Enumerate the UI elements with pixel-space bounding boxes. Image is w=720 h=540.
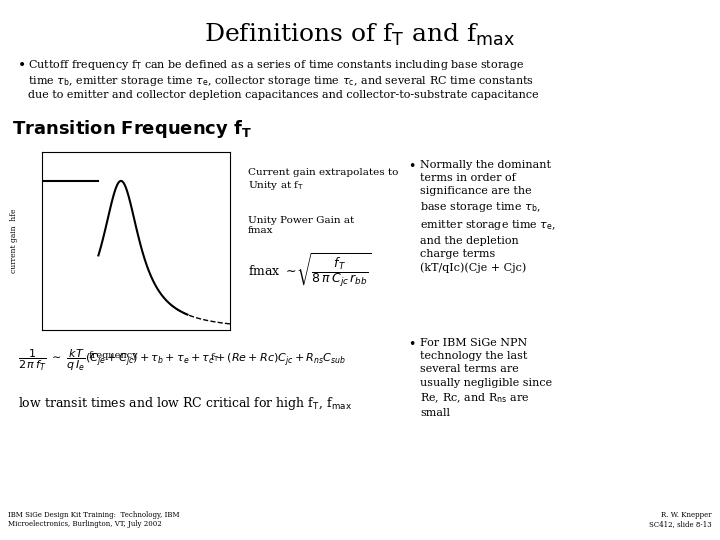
Text: •: • — [408, 160, 415, 173]
Text: frequency: frequency — [89, 352, 138, 360]
Text: time $\tau_\mathrm{b}$, emitter storage time $\tau_\mathrm{e}$, collector storag: time $\tau_\mathrm{b}$, emitter storage … — [28, 74, 534, 88]
Text: IBM SiGe Design Kit Training:  Technology, IBM
Microelectronics, Burlington, VT,: IBM SiGe Design Kit Training: Technology… — [8, 511, 179, 528]
Text: Normally the dominant
terms in order of
significance are the
base storage time $: Normally the dominant terms in order of … — [420, 160, 556, 273]
Text: R. W. Knepper
SC412, slide 8-13: R. W. Knepper SC412, slide 8-13 — [649, 511, 712, 528]
Text: Current gain extrapolates to
Unity at f$_\mathrm{T}$: Current gain extrapolates to Unity at f$… — [248, 168, 398, 192]
Text: Unity Power Gain at
fmax: Unity Power Gain at fmax — [248, 216, 354, 235]
Text: $\mathbf{Transition\ Frequency\ f_T}$: $\mathbf{Transition\ Frequency\ f_T}$ — [12, 118, 252, 140]
Text: low transit times and low RC critical for high f$_\mathrm{T}$, f$_\mathrm{max}$: low transit times and low RC critical fo… — [18, 395, 352, 412]
Text: f$_\mathrm{T}$: f$_\mathrm{T}$ — [210, 352, 220, 364]
Text: For IBM SiGe NPN
technology the last
several terms are
usually negligible since
: For IBM SiGe NPN technology the last sev… — [420, 338, 552, 418]
Text: Cuttoff frequency f$_\mathrm{T}$ can be defined as a series of time constants in: Cuttoff frequency f$_\mathrm{T}$ can be … — [28, 58, 524, 72]
Text: •: • — [18, 58, 26, 72]
Text: •: • — [408, 338, 415, 351]
Text: fmax $\sim\!\sqrt{\dfrac{f_T}{8\,\pi\,C_{jc}\,r_{bb}}}$: fmax $\sim\!\sqrt{\dfrac{f_T}{8\,\pi\,C_… — [248, 252, 372, 290]
Text: $\dfrac{1}{2\,\pi\,f_T}\ \sim\ \dfrac{kT}{q\,I_e}\left(C_{je}+C_{jc}\right)+\tau: $\dfrac{1}{2\,\pi\,f_T}\ \sim\ \dfrac{kT… — [18, 348, 346, 374]
Text: Definitions of f$_\mathrm{T}$ and f$_\mathrm{max}$: Definitions of f$_\mathrm{T}$ and f$_\ma… — [204, 22, 516, 48]
Text: current gain  hfe: current gain hfe — [10, 209, 18, 273]
Text: due to emitter and collector depletion capacitances and collector-to-substrate c: due to emitter and collector depletion c… — [28, 90, 539, 100]
